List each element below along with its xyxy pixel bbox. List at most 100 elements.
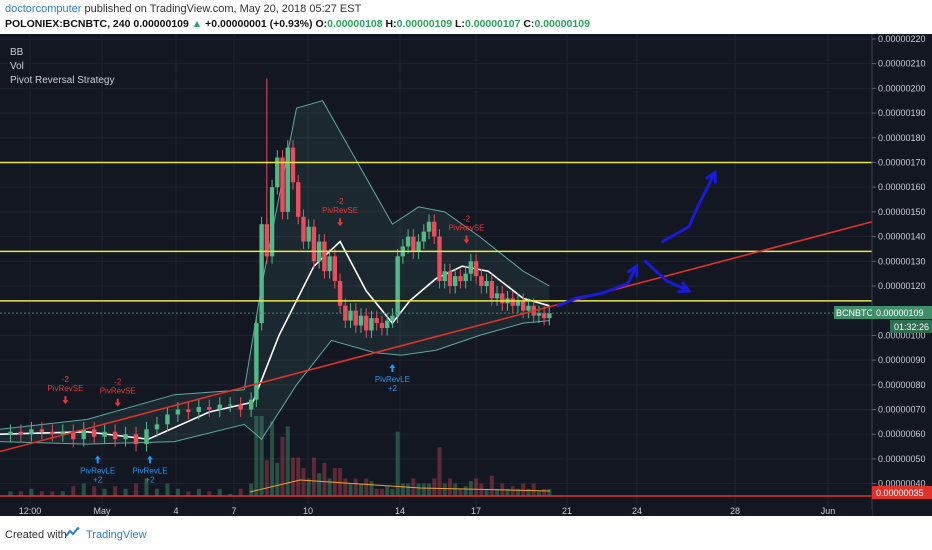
signal-label: PivRevLE bbox=[132, 466, 167, 475]
candle-body bbox=[275, 157, 280, 188]
volume-bar bbox=[50, 491, 55, 496]
projection-arrowhead bbox=[626, 263, 639, 278]
indicator-vol[interactable]: Vol bbox=[10, 61, 24, 72]
tradingview-logo-icon[interactable] bbox=[65, 527, 80, 539]
y-tick-label: 0.00000190 bbox=[878, 108, 926, 118]
price-axis[interactable] bbox=[872, 34, 932, 516]
projection-arrowhead bbox=[677, 281, 692, 294]
candle-body bbox=[479, 276, 484, 286]
candle-body bbox=[442, 271, 447, 282]
volume-bar bbox=[81, 483, 86, 496]
candle-body bbox=[526, 305, 531, 311]
candle-body bbox=[112, 431, 118, 440]
volume-bar bbox=[474, 478, 479, 496]
candle-body bbox=[254, 323, 259, 400]
volume-bar bbox=[447, 478, 452, 496]
x-tick-label: 17 bbox=[471, 506, 481, 516]
volume-bar bbox=[359, 483, 364, 496]
signal-count: +2 bbox=[388, 384, 398, 393]
volume-bar bbox=[207, 491, 212, 496]
chart-panel[interactable]: -2 PivRevSE -2 PivRevSE PivRevLE +2 PivRevLE +2… bbox=[0, 34, 932, 516]
volume-bar bbox=[113, 486, 118, 496]
tradingview-brand-link[interactable]: TradingView bbox=[86, 529, 147, 541]
candle-body bbox=[207, 407, 212, 410]
volume-bar bbox=[484, 488, 489, 496]
short-arrow-icon bbox=[62, 396, 69, 405]
signal-label: PivRevSE bbox=[322, 206, 358, 215]
candle-body bbox=[348, 310, 353, 321]
candle-body bbox=[521, 300, 526, 311]
candle-body bbox=[248, 399, 254, 410]
candle-body bbox=[369, 318, 374, 331]
candle-body bbox=[510, 298, 515, 306]
candle-body bbox=[426, 221, 432, 232]
short-arrow-icon bbox=[337, 218, 344, 227]
volume-bar bbox=[458, 488, 463, 496]
volume-bar bbox=[416, 483, 421, 496]
y-tick-label: 0.00000130 bbox=[878, 256, 926, 266]
volume-bar bbox=[165, 483, 170, 496]
volume-bar bbox=[427, 483, 432, 496]
volume-bar bbox=[186, 491, 191, 496]
long-arrow-icon bbox=[94, 455, 101, 464]
volume-bar bbox=[495, 488, 500, 496]
y-tick-label: 0.00000050 bbox=[878, 454, 926, 464]
candle-body bbox=[484, 281, 489, 286]
y-tick-label: 0.00000070 bbox=[878, 405, 926, 415]
candle-body bbox=[500, 293, 505, 304]
candle-body bbox=[337, 281, 343, 306]
volume-bar bbox=[385, 486, 390, 496]
symbol-badge bbox=[834, 306, 878, 319]
signal-label: PivRevSE bbox=[449, 224, 485, 233]
countdown-badge bbox=[890, 320, 932, 333]
volume-bar bbox=[406, 483, 411, 496]
signal-label: PivRevLE bbox=[80, 466, 115, 475]
y-tick-label: 0.00000100 bbox=[878, 330, 926, 340]
candle-body bbox=[494, 293, 500, 299]
candle-body bbox=[18, 431, 24, 435]
candle-body bbox=[269, 187, 275, 257]
volume-bar bbox=[442, 483, 447, 496]
volume-bar bbox=[526, 488, 531, 496]
volume-bar bbox=[285, 426, 290, 496]
volume-bar bbox=[134, 483, 139, 496]
candle-body bbox=[536, 313, 542, 316]
candle-body bbox=[8, 431, 13, 435]
candle-body bbox=[301, 216, 306, 242]
candle-body bbox=[306, 226, 311, 242]
x-tick-label: 12:00 bbox=[19, 506, 42, 516]
publish-line: doctorcomputer published on TradingView.… bbox=[5, 3, 361, 15]
candle-body bbox=[395, 256, 400, 316]
volume-bar bbox=[369, 481, 374, 496]
indicator-pivot-reversal[interactable]: Pivot Reversal Strategy bbox=[10, 75, 115, 86]
candle-body bbox=[165, 414, 170, 425]
indicator-bb[interactable]: BB bbox=[10, 47, 24, 58]
candle-body bbox=[327, 256, 332, 272]
bollinger-fill bbox=[0, 100, 550, 445]
symbol-badge-text: BCNBTC bbox=[836, 308, 874, 318]
high-value: 0.00000109 bbox=[396, 18, 453, 30]
long-arrow-icon bbox=[146, 455, 153, 464]
y-tick-label: 0.00000170 bbox=[878, 157, 926, 167]
signal-count: -2 bbox=[62, 375, 70, 384]
y-tick-label: 0.00000150 bbox=[878, 207, 926, 217]
candle-body bbox=[238, 404, 243, 410]
volume-bar bbox=[60, 491, 65, 496]
volume-bar bbox=[521, 483, 526, 496]
volume-bar bbox=[510, 486, 515, 496]
y-tick-label: 0.00000080 bbox=[878, 380, 926, 390]
volume-bar bbox=[259, 416, 264, 496]
red-level-text: 0.00000035 bbox=[876, 488, 924, 498]
volume-bar bbox=[453, 483, 458, 496]
author-link[interactable]: doctorcomputer bbox=[5, 3, 82, 15]
volume-bar bbox=[144, 478, 149, 496]
open-value: 0.00000108 bbox=[327, 18, 383, 30]
volume-bar bbox=[338, 468, 343, 496]
signal-label: PivRevSE bbox=[100, 387, 136, 396]
candle-body bbox=[186, 409, 191, 412]
candle-body bbox=[144, 429, 149, 445]
candle-body bbox=[217, 404, 222, 410]
y-tick-label: 0.00000160 bbox=[878, 182, 926, 192]
price-chart[interactable]: -2PivRevSE-2PivRevSEPivRevLE+2PivRevLE+2… bbox=[0, 34, 932, 516]
x-tick-label: 28 bbox=[730, 506, 740, 516]
